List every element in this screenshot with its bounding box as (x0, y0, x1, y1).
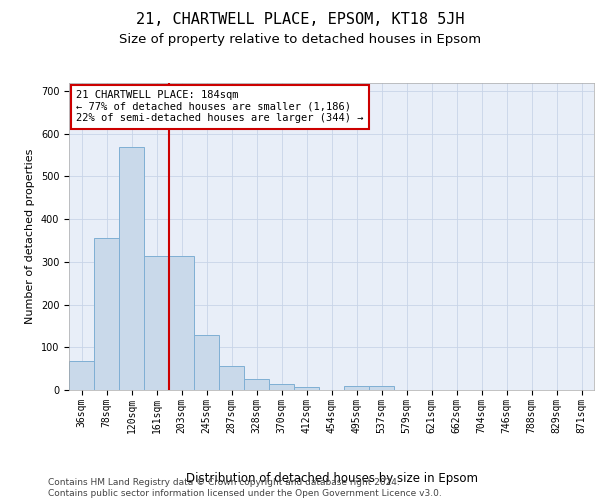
Bar (244, 380, 269, 390)
Bar (144, 256, 169, 390)
Bar (369, 386, 394, 390)
Bar (294, 387, 319, 390)
Bar (119, 148, 144, 390)
Text: 21 CHARTWELL PLACE: 184sqm
← 77% of detached houses are smaller (1,186)
22% of s: 21 CHARTWELL PLACE: 184sqm ← 77% of deta… (76, 90, 364, 124)
Bar (194, 336, 219, 390)
Bar (94, 238, 119, 390)
X-axis label: Distribution of detached houses by size in Epsom: Distribution of detached houses by size … (185, 472, 478, 485)
Bar (169, 256, 194, 390)
Bar (269, 384, 294, 390)
Bar (344, 386, 369, 390)
Y-axis label: Number of detached properties: Number of detached properties (25, 148, 35, 324)
Text: Contains HM Land Registry data © Crown copyright and database right 2024.
Contai: Contains HM Land Registry data © Crown c… (48, 478, 442, 498)
Bar (69, 361, 94, 390)
Text: Size of property relative to detached houses in Epsom: Size of property relative to detached ho… (119, 32, 481, 46)
Bar (219, 366, 244, 390)
Text: 21, CHARTWELL PLACE, EPSOM, KT18 5JH: 21, CHARTWELL PLACE, EPSOM, KT18 5JH (136, 12, 464, 28)
